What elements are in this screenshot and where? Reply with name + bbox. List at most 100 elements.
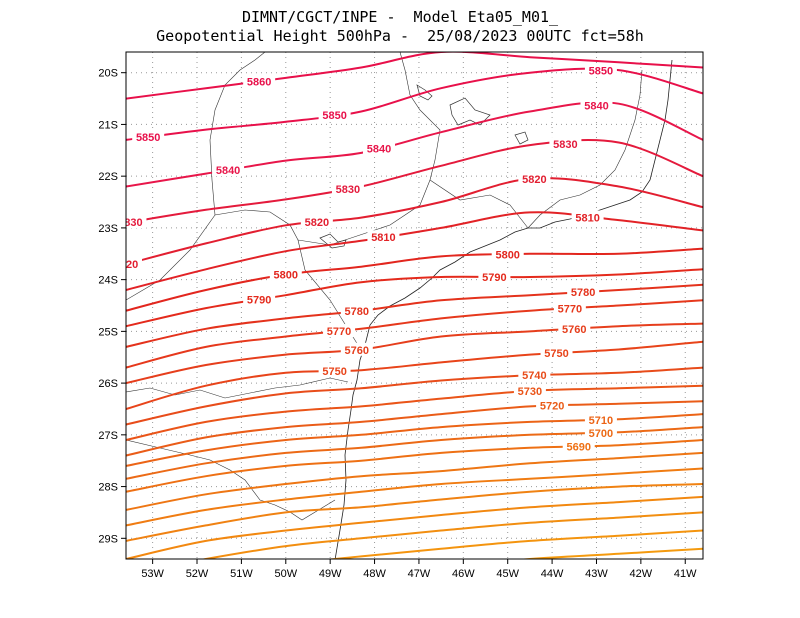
contour-label: 5850 xyxy=(136,132,160,144)
contour-label-bg xyxy=(318,108,351,122)
contour-label-bg xyxy=(536,398,569,412)
contour-label: 5860 xyxy=(247,76,271,88)
x-tick-label: 46W xyxy=(452,568,475,580)
contour-label-bg xyxy=(584,425,617,439)
map-title-line2: Geopotential Height 500hPa - 25/08/2023 … xyxy=(156,27,644,45)
contour-label: 5720 xyxy=(540,401,564,413)
contour-label: 5700 xyxy=(589,428,613,440)
x-tick-label: 47W xyxy=(408,568,431,580)
y-tick-label: 22S xyxy=(98,171,118,183)
contour-label: 5780 xyxy=(571,287,595,299)
contour-label-bg xyxy=(562,439,595,453)
contour-label-bg xyxy=(340,304,373,318)
x-tick-label: 42W xyxy=(630,568,653,580)
contour-label-bg xyxy=(584,63,617,77)
y-tick-label: 20S xyxy=(98,68,118,80)
contour-5750 xyxy=(126,340,703,410)
contour-label-bg xyxy=(269,267,302,281)
x-tick-label: 50W xyxy=(274,568,297,580)
contour-label-bg xyxy=(318,364,351,378)
map-title-line1: DIMNT/CGCT/INPE - Model Eta05_M01_ xyxy=(241,8,559,26)
contour-5680 xyxy=(126,451,703,511)
contour-label: 5820 xyxy=(305,217,329,229)
contour-label: 5780 xyxy=(345,306,369,318)
contour-label: 5840 xyxy=(216,165,240,177)
contour-label: 5740 xyxy=(522,370,546,382)
contour-label: 5690 xyxy=(566,441,590,453)
contour-5690 xyxy=(126,439,703,493)
lake-outline xyxy=(319,233,347,249)
contour-label: 5770 xyxy=(558,303,582,315)
contour-label: 5710 xyxy=(589,415,613,427)
height-contours xyxy=(126,52,703,559)
contour-label-bg xyxy=(243,74,276,88)
contour-5790 xyxy=(126,268,703,328)
contour-label-bg xyxy=(553,301,586,315)
contour-label-bg xyxy=(513,383,546,397)
x-tick-label: 52W xyxy=(186,568,209,580)
border-line xyxy=(126,439,336,521)
contour-label-bg xyxy=(323,324,356,338)
contour-5630 xyxy=(324,529,703,559)
contour-5760 xyxy=(126,322,703,385)
contour-label-bg xyxy=(580,98,613,112)
border-line xyxy=(297,52,441,246)
y-tick-label: 26S xyxy=(98,378,118,390)
contour-label: 5830 xyxy=(118,217,142,229)
x-tick-label: 53W xyxy=(141,568,164,580)
contour-label-bg xyxy=(491,247,524,261)
contour-label-bg xyxy=(558,321,591,335)
coastline xyxy=(334,59,673,559)
contour-label: 5760 xyxy=(345,345,369,357)
y-tick-label: 25S xyxy=(98,326,118,338)
contour-label-bg xyxy=(567,285,600,299)
contour-5830 xyxy=(126,139,703,224)
contour-label-bg xyxy=(340,342,373,356)
contour-label: 5850 xyxy=(589,66,613,78)
plot-frame xyxy=(125,51,704,560)
contour-label-bg xyxy=(571,210,604,224)
y-tick-label: 27S xyxy=(98,430,118,442)
x-tick-label: 41W xyxy=(674,568,697,580)
contour-label-bg xyxy=(584,412,617,426)
contour-label: 5820 xyxy=(522,174,546,186)
contour-5640 xyxy=(200,511,703,559)
border-line xyxy=(126,209,359,346)
y-tick-label: 28S xyxy=(98,482,118,494)
y-tick-label: 29S xyxy=(98,533,118,545)
y-tick-label: 24S xyxy=(98,275,118,287)
contour-label-bg xyxy=(549,137,582,151)
contour-5740 xyxy=(126,366,703,426)
contour-label: 5820 xyxy=(114,259,138,271)
contour-5800 xyxy=(126,247,703,312)
contour-label-bg xyxy=(518,172,551,186)
contour-5620 xyxy=(517,547,703,559)
contour-label: 5730 xyxy=(518,386,542,398)
contour-label: 5810 xyxy=(575,212,599,224)
contour-label: 5850 xyxy=(322,110,346,122)
contour-label: 5830 xyxy=(553,139,577,151)
x-tick-label: 51W xyxy=(230,568,253,580)
contour-5670 xyxy=(126,467,703,527)
contour-label: 5770 xyxy=(327,326,351,338)
x-tick-label: 44W xyxy=(541,568,564,580)
x-tick-label: 43W xyxy=(585,568,608,580)
border-line xyxy=(527,69,643,229)
contour-label-bg xyxy=(126,215,147,229)
contour-label-bg xyxy=(126,257,142,271)
contour-5770 xyxy=(126,299,703,369)
border-line xyxy=(126,377,349,399)
contour-5650 xyxy=(126,495,703,559)
contour-label: 5800 xyxy=(495,249,519,261)
contour-5730 xyxy=(126,384,703,441)
contour-labels: 5860 5850 5850 5850 5840 5840 5840 5830 5830 5830… xyxy=(114,63,617,453)
x-tick-label: 49W xyxy=(319,568,342,580)
contour-label: 5750 xyxy=(322,366,346,378)
contour-label-bg xyxy=(331,181,364,195)
contour-5660 xyxy=(126,483,703,542)
contour-label: 5790 xyxy=(482,272,506,284)
contour-label-bg xyxy=(478,270,511,284)
y-tick-label: 23S xyxy=(98,223,118,235)
contour-5820 xyxy=(126,177,703,266)
